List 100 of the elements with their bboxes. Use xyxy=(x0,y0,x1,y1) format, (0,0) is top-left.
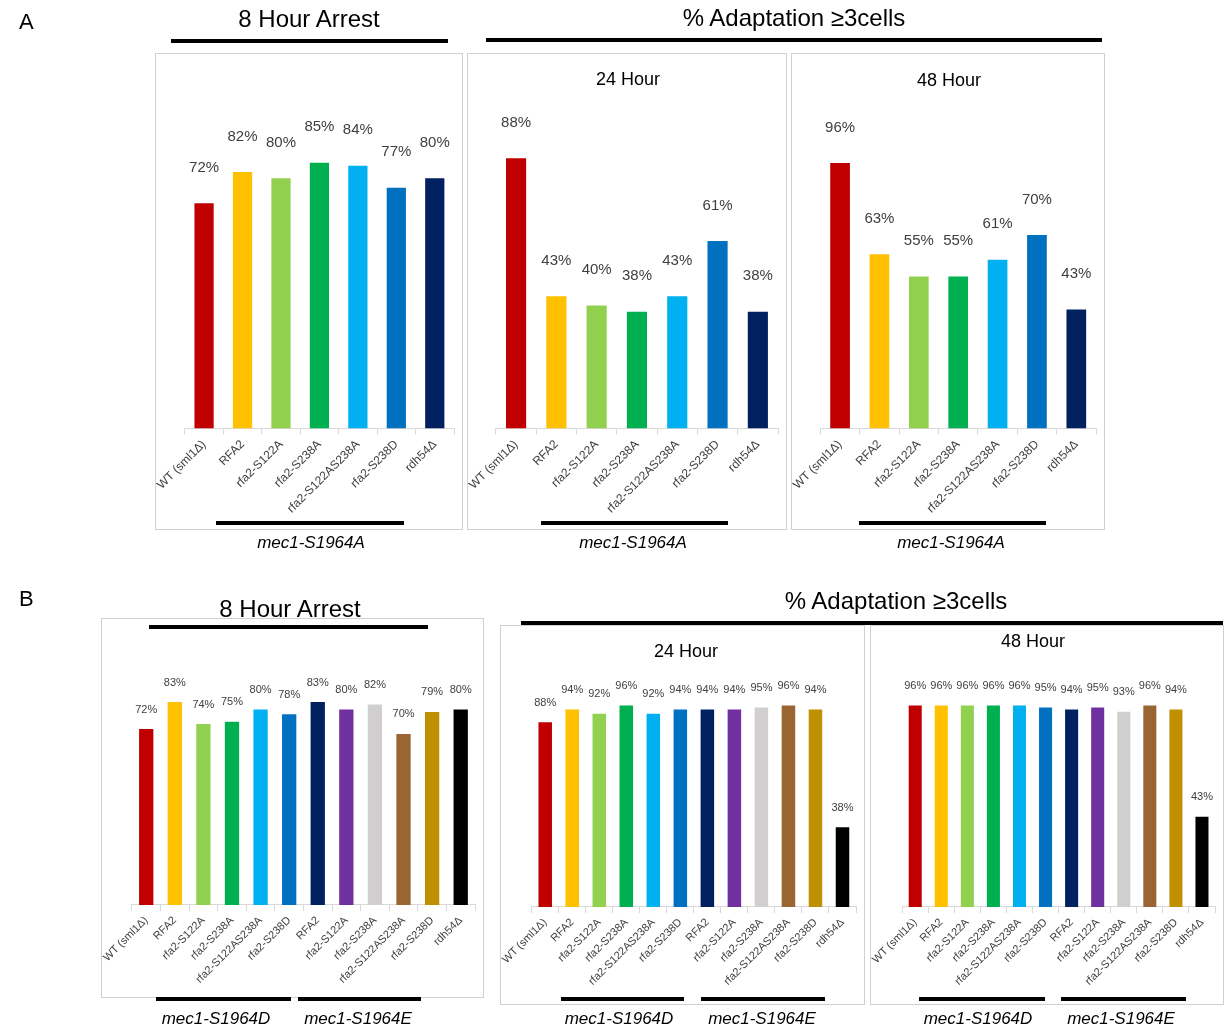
data-label: 78% xyxy=(278,687,301,700)
data-label: 96% xyxy=(1138,678,1162,691)
chart-title: 8 Hour Arrest xyxy=(238,5,380,33)
bar xyxy=(425,178,445,429)
data-label: 70% xyxy=(392,707,415,720)
bar xyxy=(619,705,634,907)
bar xyxy=(1091,707,1105,907)
bar xyxy=(960,705,974,907)
data-label: 80% xyxy=(449,682,472,695)
data-label: 95% xyxy=(750,681,773,694)
data-label: 96% xyxy=(825,117,856,135)
bar xyxy=(948,276,969,429)
bar xyxy=(1195,816,1209,907)
data-label: 94% xyxy=(1060,683,1083,696)
data-label: 40% xyxy=(581,260,612,278)
text: A xyxy=(19,9,34,35)
data-label: 43% xyxy=(662,250,693,268)
bar xyxy=(646,713,661,907)
data-label: 72% xyxy=(189,157,220,175)
bar xyxy=(586,305,607,429)
bar xyxy=(830,163,850,429)
data-label: 38% xyxy=(621,266,652,284)
bar xyxy=(224,721,240,905)
data-label: 96% xyxy=(1008,678,1031,691)
text: mec1-S1964D xyxy=(564,1009,674,1029)
bar xyxy=(700,709,715,907)
data-label: 61% xyxy=(982,214,1013,232)
chart-subtitle: 48 Hour xyxy=(916,70,982,91)
chart-subtitle: 24 Hour xyxy=(653,641,719,662)
data-label: 75% xyxy=(220,695,244,708)
data-label: 38% xyxy=(742,266,773,284)
bar xyxy=(781,705,796,907)
data-label: 72% xyxy=(135,702,158,715)
data-label: 95% xyxy=(1086,681,1109,694)
bar xyxy=(167,702,182,905)
data-label: 38% xyxy=(831,800,854,813)
bar xyxy=(1039,707,1053,907)
bar xyxy=(592,713,607,907)
bar xyxy=(453,709,468,905)
bar xyxy=(808,709,823,907)
text: mec1-S1964E xyxy=(1067,1009,1175,1029)
bar xyxy=(707,241,728,429)
bar xyxy=(139,728,154,905)
bar xyxy=(747,311,768,429)
bar xyxy=(727,709,742,907)
bar xyxy=(673,709,688,907)
bar xyxy=(908,276,929,429)
data-label: 94% xyxy=(696,683,719,696)
data-label: 82% xyxy=(363,678,387,691)
bar xyxy=(835,827,850,907)
data-label: 43% xyxy=(1190,790,1214,803)
data-label: 93% xyxy=(1112,685,1135,698)
data-label: 43% xyxy=(541,250,572,268)
bar xyxy=(1012,705,1027,907)
data-label: 94% xyxy=(804,683,827,696)
bar xyxy=(934,705,948,907)
bar xyxy=(986,705,1000,907)
bar xyxy=(309,162,330,429)
chart-title: % Adaptation ≥3cells xyxy=(682,4,906,32)
bar xyxy=(386,187,406,429)
bar xyxy=(565,709,579,907)
data-label: 94% xyxy=(669,683,692,696)
data-label: 80% xyxy=(265,132,296,150)
data-label: 96% xyxy=(615,678,638,691)
data-label: 94% xyxy=(1164,683,1188,696)
data-label: 83% xyxy=(163,675,187,688)
data-label: 84% xyxy=(342,120,373,138)
bar xyxy=(1065,709,1079,907)
data-label: 79% xyxy=(421,685,444,698)
data-label: 80% xyxy=(249,682,272,695)
chart-subtitle: 48 Hour xyxy=(1000,631,1066,652)
chart-subtitle: 24 Hour xyxy=(595,69,661,90)
data-label: 96% xyxy=(982,678,1005,691)
bar xyxy=(908,705,922,907)
data-label: 77% xyxy=(381,142,412,160)
text: mec1-S1964A xyxy=(257,533,365,553)
bar xyxy=(194,203,214,429)
bar xyxy=(626,311,648,429)
data-label: 94% xyxy=(561,683,584,696)
bar xyxy=(424,711,440,905)
bar xyxy=(1027,234,1047,429)
data-label: 92% xyxy=(588,687,611,700)
text: B xyxy=(19,586,34,612)
data-label: 74% xyxy=(192,697,215,710)
data-label: 83% xyxy=(306,675,329,688)
data-label: 95% xyxy=(1034,681,1057,694)
bar xyxy=(396,733,411,905)
data-label: 94% xyxy=(723,683,746,696)
bar xyxy=(348,165,368,429)
data-label: 80% xyxy=(335,682,358,695)
data-label: 96% xyxy=(904,678,927,691)
bar xyxy=(1143,705,1157,907)
text: mec1-S1964D xyxy=(923,1009,1033,1029)
data-label: 96% xyxy=(930,678,953,691)
bar xyxy=(271,178,291,429)
text: mec1-S1964E xyxy=(708,1009,816,1029)
bar xyxy=(987,259,1008,429)
bar xyxy=(196,724,211,905)
bar xyxy=(546,296,567,429)
bar xyxy=(667,296,688,429)
